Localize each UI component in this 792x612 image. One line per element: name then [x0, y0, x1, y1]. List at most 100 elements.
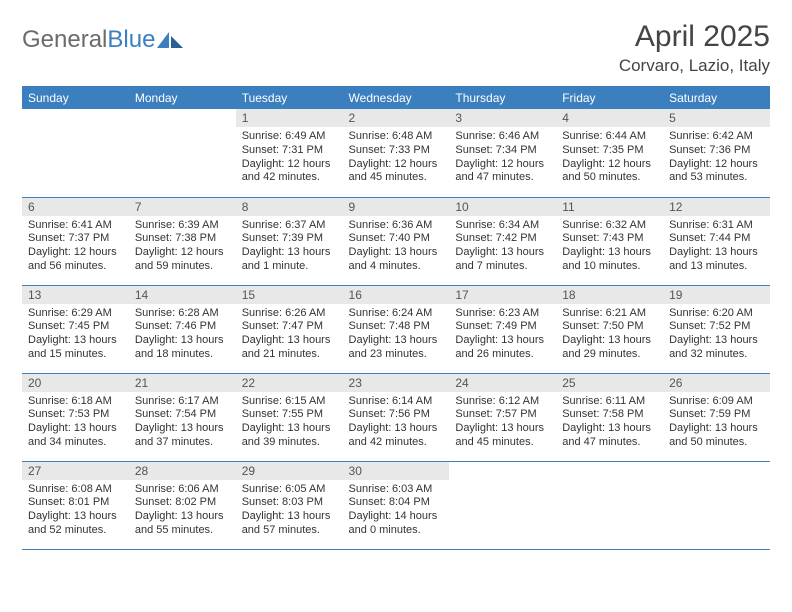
- daylight-line: Daylight: 12 hours and 42 minutes.: [242, 158, 337, 186]
- day-body: Sunrise: 6:42 AMSunset: 7:36 PMDaylight:…: [663, 127, 770, 189]
- calendar-day-cell: 7Sunrise: 6:39 AMSunset: 7:38 PMDaylight…: [129, 197, 236, 285]
- day-number: 28: [129, 462, 236, 480]
- calendar-day-cell: 9Sunrise: 6:36 AMSunset: 7:40 PMDaylight…: [343, 197, 450, 285]
- calendar-day-cell: 27Sunrise: 6:08 AMSunset: 8:01 PMDayligh…: [22, 461, 129, 549]
- sunset-line: Sunset: 7:59 PM: [669, 408, 764, 422]
- weekday-header: Friday: [556, 87, 663, 110]
- calendar-day-cell: 10Sunrise: 6:34 AMSunset: 7:42 PMDayligh…: [449, 197, 556, 285]
- day-number: 15: [236, 286, 343, 304]
- weekday-header: Sunday: [22, 87, 129, 110]
- daylight-line: Daylight: 13 hours and 15 minutes.: [28, 334, 123, 362]
- calendar-empty-cell: [663, 461, 770, 549]
- day-body: Sunrise: 6:12 AMSunset: 7:57 PMDaylight:…: [449, 392, 556, 454]
- day-body: Sunrise: 6:14 AMSunset: 7:56 PMDaylight:…: [343, 392, 450, 454]
- daylight-line: Daylight: 14 hours and 0 minutes.: [349, 510, 444, 538]
- title-wrap: April 2025 Corvaro, Lazio, Italy: [619, 20, 770, 76]
- daylight-line: Daylight: 12 hours and 56 minutes.: [28, 246, 123, 274]
- weekday-header: Monday: [129, 87, 236, 110]
- calendar-row: 6Sunrise: 6:41 AMSunset: 7:37 PMDaylight…: [22, 197, 770, 285]
- calendar-day-cell: 20Sunrise: 6:18 AMSunset: 7:53 PMDayligh…: [22, 373, 129, 461]
- day-body: Sunrise: 6:15 AMSunset: 7:55 PMDaylight:…: [236, 392, 343, 454]
- sunset-line: Sunset: 7:45 PM: [28, 320, 123, 334]
- weekday-header: Wednesday: [343, 87, 450, 110]
- sunrise-line: Sunrise: 6:05 AM: [242, 483, 337, 497]
- sunset-line: Sunset: 8:04 PM: [349, 496, 444, 510]
- daylight-line: Daylight: 13 hours and 1 minute.: [242, 246, 337, 274]
- brand-sail-icon: [157, 30, 185, 50]
- day-number: 11: [556, 198, 663, 216]
- sunset-line: Sunset: 7:47 PM: [242, 320, 337, 334]
- calendar-day-cell: 15Sunrise: 6:26 AMSunset: 7:47 PMDayligh…: [236, 285, 343, 373]
- day-body: Sunrise: 6:03 AMSunset: 8:04 PMDaylight:…: [343, 480, 450, 542]
- day-number: 6: [22, 198, 129, 216]
- calendar-empty-cell: [129, 109, 236, 197]
- daylight-line: Daylight: 13 hours and 13 minutes.: [669, 246, 764, 274]
- calendar-table: SundayMondayTuesdayWednesdayThursdayFrid…: [22, 86, 770, 550]
- day-number: 24: [449, 374, 556, 392]
- calendar-day-cell: 4Sunrise: 6:44 AMSunset: 7:35 PMDaylight…: [556, 109, 663, 197]
- day-body: Sunrise: 6:39 AMSunset: 7:38 PMDaylight:…: [129, 216, 236, 278]
- day-number: 25: [556, 374, 663, 392]
- daylight-line: Daylight: 12 hours and 50 minutes.: [562, 158, 657, 186]
- sunset-line: Sunset: 7:55 PM: [242, 408, 337, 422]
- day-number: 1: [236, 109, 343, 127]
- sunrise-line: Sunrise: 6:20 AM: [669, 307, 764, 321]
- day-number: 29: [236, 462, 343, 480]
- sunset-line: Sunset: 7:52 PM: [669, 320, 764, 334]
- sunrise-line: Sunrise: 6:28 AM: [135, 307, 230, 321]
- sunset-line: Sunset: 7:44 PM: [669, 232, 764, 246]
- daylight-line: Daylight: 13 hours and 32 minutes.: [669, 334, 764, 362]
- sunrise-line: Sunrise: 6:36 AM: [349, 219, 444, 233]
- calendar-day-cell: 1Sunrise: 6:49 AMSunset: 7:31 PMDaylight…: [236, 109, 343, 197]
- calendar-day-cell: 5Sunrise: 6:42 AMSunset: 7:36 PMDaylight…: [663, 109, 770, 197]
- day-body: Sunrise: 6:34 AMSunset: 7:42 PMDaylight:…: [449, 216, 556, 278]
- sunset-line: Sunset: 7:31 PM: [242, 144, 337, 158]
- sunset-line: Sunset: 7:46 PM: [135, 320, 230, 334]
- sunrise-line: Sunrise: 6:15 AM: [242, 395, 337, 409]
- day-number: 18: [556, 286, 663, 304]
- location-text: Corvaro, Lazio, Italy: [619, 56, 770, 76]
- calendar-day-cell: 3Sunrise: 6:46 AMSunset: 7:34 PMDaylight…: [449, 109, 556, 197]
- calendar-day-cell: 18Sunrise: 6:21 AMSunset: 7:50 PMDayligh…: [556, 285, 663, 373]
- calendar-row: 1Sunrise: 6:49 AMSunset: 7:31 PMDaylight…: [22, 109, 770, 197]
- calendar-day-cell: 8Sunrise: 6:37 AMSunset: 7:39 PMDaylight…: [236, 197, 343, 285]
- calendar-empty-cell: [449, 461, 556, 549]
- daylight-line: Daylight: 13 hours and 42 minutes.: [349, 422, 444, 450]
- daylight-line: Daylight: 13 hours and 45 minutes.: [455, 422, 550, 450]
- calendar-day-cell: 23Sunrise: 6:14 AMSunset: 7:56 PMDayligh…: [343, 373, 450, 461]
- sunrise-line: Sunrise: 6:21 AM: [562, 307, 657, 321]
- calendar-empty-cell: [556, 461, 663, 549]
- sunrise-line: Sunrise: 6:14 AM: [349, 395, 444, 409]
- daylight-line: Daylight: 13 hours and 57 minutes.: [242, 510, 337, 538]
- day-body: Sunrise: 6:26 AMSunset: 7:47 PMDaylight:…: [236, 304, 343, 366]
- sunset-line: Sunset: 7:56 PM: [349, 408, 444, 422]
- day-number: 14: [129, 286, 236, 304]
- sunrise-line: Sunrise: 6:34 AM: [455, 219, 550, 233]
- daylight-line: Daylight: 13 hours and 55 minutes.: [135, 510, 230, 538]
- sunset-line: Sunset: 8:02 PM: [135, 496, 230, 510]
- page-title: April 2025: [619, 20, 770, 54]
- sunrise-line: Sunrise: 6:06 AM: [135, 483, 230, 497]
- daylight-line: Daylight: 13 hours and 26 minutes.: [455, 334, 550, 362]
- sunrise-line: Sunrise: 6:42 AM: [669, 130, 764, 144]
- sunset-line: Sunset: 7:38 PM: [135, 232, 230, 246]
- sunrise-line: Sunrise: 6:26 AM: [242, 307, 337, 321]
- daylight-line: Daylight: 13 hours and 23 minutes.: [349, 334, 444, 362]
- calendar-day-cell: 2Sunrise: 6:48 AMSunset: 7:33 PMDaylight…: [343, 109, 450, 197]
- calendar-day-cell: 22Sunrise: 6:15 AMSunset: 7:55 PMDayligh…: [236, 373, 343, 461]
- calendar-day-cell: 25Sunrise: 6:11 AMSunset: 7:58 PMDayligh…: [556, 373, 663, 461]
- weekday-header-row: SundayMondayTuesdayWednesdayThursdayFrid…: [22, 87, 770, 110]
- daylight-line: Daylight: 13 hours and 34 minutes.: [28, 422, 123, 450]
- calendar-row: 13Sunrise: 6:29 AMSunset: 7:45 PMDayligh…: [22, 285, 770, 373]
- day-number: 16: [343, 286, 450, 304]
- sunrise-line: Sunrise: 6:24 AM: [349, 307, 444, 321]
- sunset-line: Sunset: 7:36 PM: [669, 144, 764, 158]
- brand-text: GeneralBlue: [22, 26, 155, 54]
- daylight-line: Daylight: 13 hours and 52 minutes.: [28, 510, 123, 538]
- daylight-line: Daylight: 12 hours and 59 minutes.: [135, 246, 230, 274]
- day-number: 4: [556, 109, 663, 127]
- sunrise-line: Sunrise: 6:08 AM: [28, 483, 123, 497]
- brand-part2: Blue: [107, 26, 155, 53]
- sunset-line: Sunset: 7:39 PM: [242, 232, 337, 246]
- day-number: 23: [343, 374, 450, 392]
